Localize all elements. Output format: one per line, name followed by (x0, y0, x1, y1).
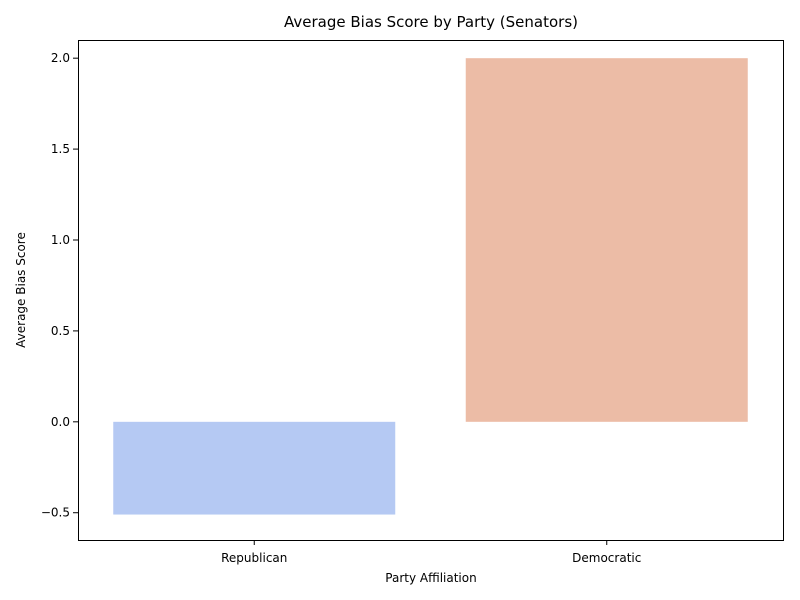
bar-republican (113, 422, 395, 515)
x-tick-label-democratic: Democratic (572, 551, 641, 565)
y-tick-label: 1.5 (51, 142, 70, 156)
y-axis-label: Average Bias Score (14, 232, 28, 348)
y-axis-ticks: −0.5 0.0 0.5 1.0 1.5 2.0 (41, 51, 78, 520)
y-tick-label: 2.0 (51, 51, 70, 65)
x-tick-label-republican: Republican (221, 551, 287, 565)
y-tick-label: 0.5 (51, 324, 70, 338)
chart-title: Average Bias Score by Party (Senators) (284, 13, 578, 31)
y-tick-label: −0.5 (41, 506, 70, 520)
x-axis-label: Party Affiliation (385, 571, 476, 585)
y-tick-label: 0.0 (51, 415, 70, 429)
y-tick-label: 1.0 (51, 233, 70, 247)
bars-group (113, 58, 748, 514)
x-axis-ticks: Republican Democratic (221, 540, 641, 565)
bar-democratic (466, 58, 748, 422)
